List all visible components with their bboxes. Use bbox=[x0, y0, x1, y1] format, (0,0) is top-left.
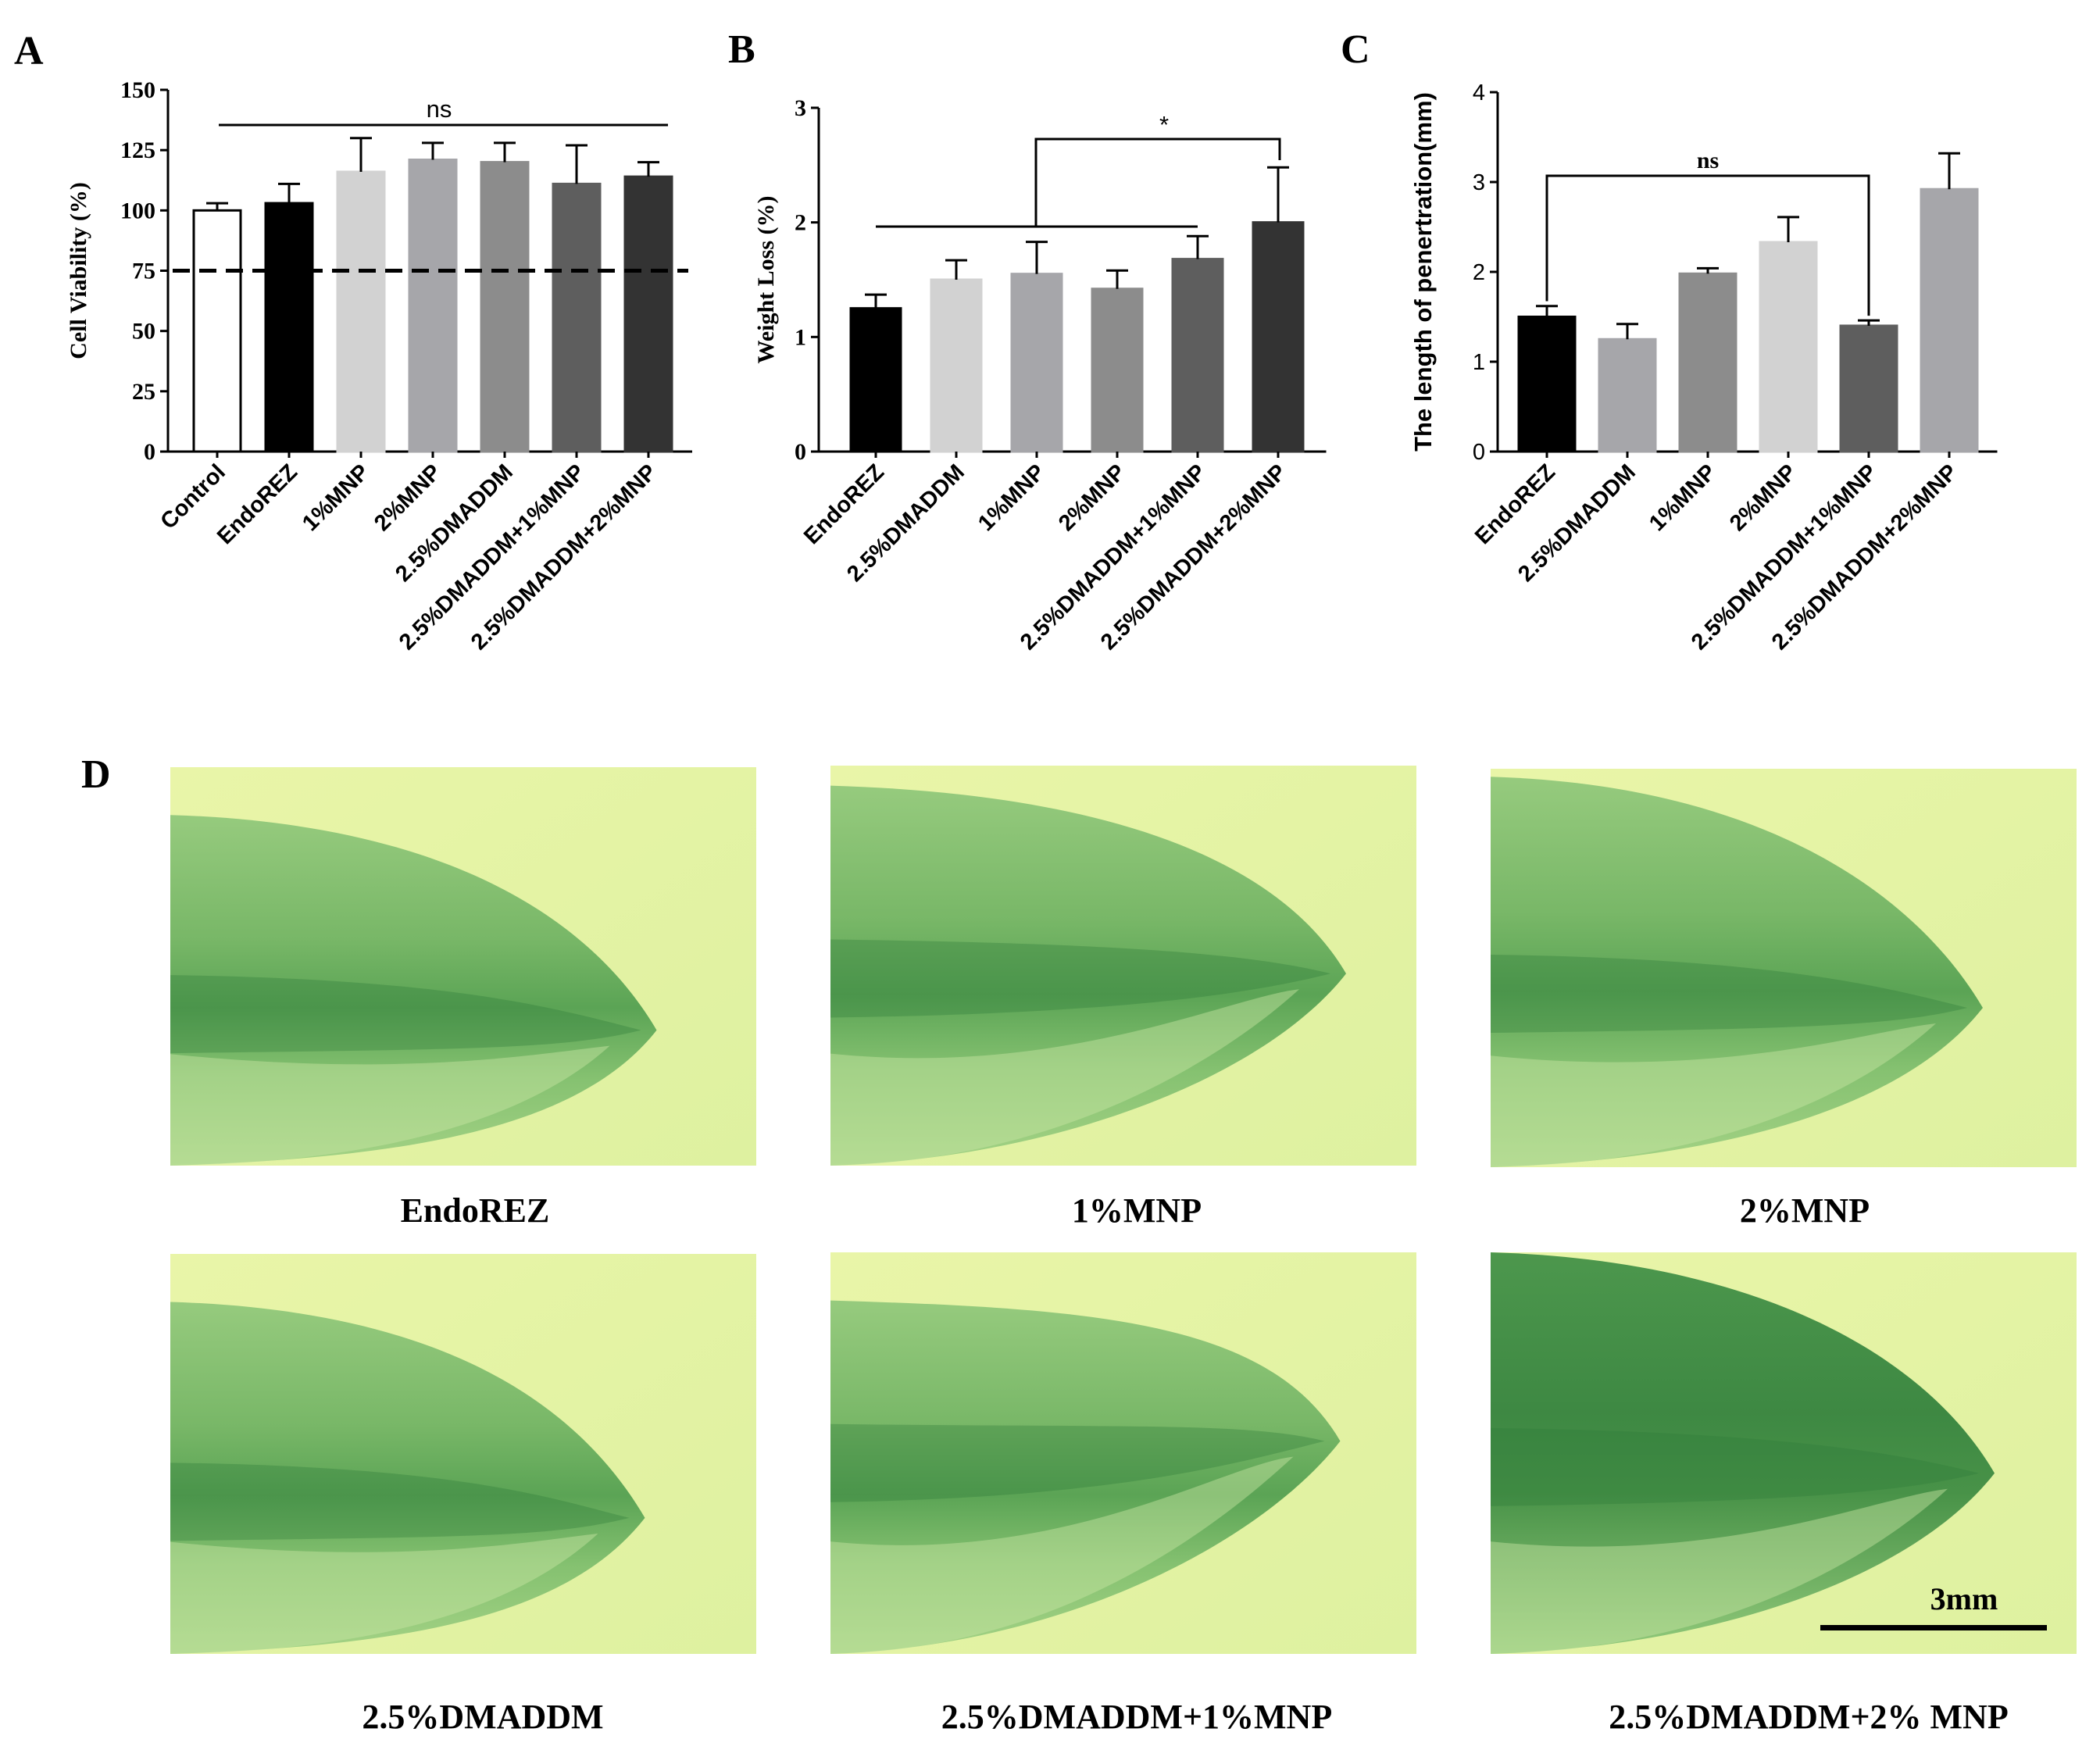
photo-caption-6: 2.5%DMADDM+2% MNP bbox=[1609, 1698, 2008, 1736]
y-tick-label: 150 bbox=[120, 77, 155, 103]
y-tick-label: 4 bbox=[1473, 80, 1485, 105]
y-tick-label: 0 bbox=[1473, 440, 1485, 465]
bar bbox=[1920, 188, 1979, 453]
root-canal bbox=[1491, 955, 1967, 1034]
y-tick-label: 3 bbox=[795, 95, 806, 121]
significance-label: * bbox=[1159, 111, 1169, 138]
y-tick-label: 2 bbox=[1473, 260, 1485, 285]
x-tick-label: 2%MNP bbox=[1725, 459, 1802, 536]
y-tick-label: 1 bbox=[1473, 350, 1485, 375]
scale-bar-label: 3mm bbox=[1930, 1581, 1998, 1616]
bar bbox=[623, 175, 673, 453]
panel-letter-d: D bbox=[81, 752, 111, 797]
y-tick-label: 100 bbox=[120, 198, 155, 223]
significance-label: ns bbox=[1697, 148, 1719, 173]
enamel-highlight bbox=[1491, 1488, 1948, 1654]
tooth-root bbox=[830, 1300, 1341, 1654]
bar bbox=[1010, 273, 1063, 453]
y-tick-label: 1 bbox=[795, 324, 806, 350]
root-canal bbox=[830, 939, 1330, 1018]
significance-bracket bbox=[1034, 138, 1281, 227]
photo-caption-3: 2%MNP bbox=[1740, 1191, 1870, 1230]
bar bbox=[552, 182, 602, 453]
panel-letter-b: B bbox=[728, 27, 755, 72]
tooth-photo bbox=[1491, 1252, 2077, 1654]
tooth-photo bbox=[170, 1254, 756, 1654]
bar bbox=[1171, 258, 1224, 453]
bar bbox=[849, 307, 902, 453]
tooth-root bbox=[170, 815, 657, 1166]
bar bbox=[264, 202, 314, 453]
tooth-root bbox=[830, 785, 1346, 1166]
panel-letter-a: A bbox=[14, 29, 44, 73]
y-tick-label: 0 bbox=[795, 439, 806, 465]
enamel-highlight bbox=[170, 1533, 598, 1654]
tooth-root bbox=[170, 1302, 645, 1654]
chart-cell-viability: 0 25 50 75 100 125 150 Cell Viability (%) Contro… bbox=[66, 77, 692, 655]
y-axis-label: The length of penertration(mm) bbox=[1409, 92, 1437, 452]
photo-caption-5: 2.5%DMADDM+1%MNP bbox=[941, 1698, 1332, 1736]
photo-caption-4: 2.5%DMADDM bbox=[362, 1698, 603, 1736]
y-axis-label: Cell Viability (%) bbox=[66, 182, 91, 359]
panel-letter-c: C bbox=[1341, 27, 1370, 72]
y-tick-label: 25 bbox=[132, 379, 155, 405]
bar bbox=[192, 209, 242, 453]
bar bbox=[1517, 316, 1577, 453]
x-tick-label: 1%MNP bbox=[1645, 459, 1721, 536]
tooth-root bbox=[1491, 1252, 1995, 1654]
y-axis-label: Weight Loss (%) bbox=[753, 195, 779, 363]
significance-bracket bbox=[1545, 174, 1870, 316]
y-tick-label: 3 bbox=[1473, 170, 1485, 195]
enamel-highlight bbox=[830, 989, 1299, 1166]
root-canal bbox=[170, 975, 641, 1054]
x-tick-label: 1%MNP bbox=[973, 459, 1050, 536]
bar bbox=[1678, 272, 1738, 453]
tooth-root bbox=[1491, 777, 1983, 1167]
bar bbox=[480, 161, 530, 453]
x-tick-label: 1%MNP bbox=[298, 459, 374, 536]
y-tick-label: 2 bbox=[795, 210, 806, 236]
photo-caption-1: EndoREZ bbox=[401, 1191, 550, 1230]
y-tick-label: 125 bbox=[120, 138, 155, 163]
bar bbox=[1252, 221, 1305, 453]
x-tick-label: 2%MNP bbox=[1054, 459, 1130, 536]
bar bbox=[930, 278, 983, 453]
enamel-highlight bbox=[170, 1045, 610, 1166]
y-tick-label: 75 bbox=[132, 259, 155, 284]
tooth-photo bbox=[1491, 769, 2077, 1167]
tooth-photo bbox=[170, 767, 756, 1166]
bar bbox=[1598, 338, 1657, 453]
significance-label: ns bbox=[427, 95, 452, 123]
scale-bar bbox=[1820, 1625, 2047, 1630]
bar bbox=[1839, 324, 1898, 453]
photo-caption-2: 1%MNP bbox=[1072, 1191, 1202, 1230]
bar bbox=[1091, 288, 1144, 453]
tooth-photo bbox=[830, 766, 1416, 1166]
bar bbox=[408, 159, 458, 453]
enamel-highlight bbox=[830, 1456, 1294, 1654]
bar bbox=[1759, 241, 1818, 453]
root-canal bbox=[830, 1423, 1325, 1502]
y-tick-label: 50 bbox=[132, 319, 155, 345]
y-tick-label: 0 bbox=[144, 439, 155, 465]
tooth-photo bbox=[830, 1252, 1416, 1654]
root-canal bbox=[1491, 1427, 1979, 1506]
bar bbox=[336, 170, 386, 453]
enamel-highlight bbox=[1491, 1023, 1936, 1167]
x-tick-label: Control bbox=[155, 459, 230, 534]
photo-grid bbox=[170, 766, 2077, 1654]
root-canal bbox=[170, 1462, 630, 1541]
